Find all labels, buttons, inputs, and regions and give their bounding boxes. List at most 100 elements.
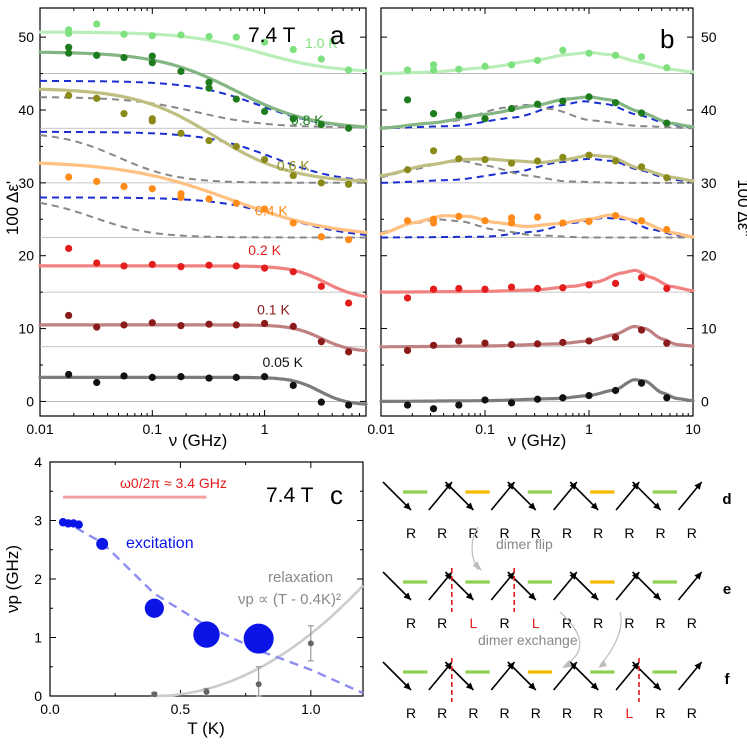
y-tick-label: 40 <box>18 102 34 118</box>
data-point <box>533 213 542 221</box>
excitation-point <box>144 598 164 618</box>
data-point <box>317 120 325 129</box>
curve-label: 0.1 K <box>257 302 290 318</box>
arrow-head <box>403 502 411 510</box>
relaxation-point <box>255 681 262 688</box>
data-point <box>403 217 412 225</box>
data-point <box>289 381 297 389</box>
data-point <box>177 373 185 381</box>
data-point <box>93 259 101 267</box>
transition-arrow-2 <box>559 611 581 666</box>
data-point <box>403 96 412 104</box>
data-point <box>611 157 620 165</box>
curve-label: 0.05 K <box>262 354 303 370</box>
fit-curve-005K <box>38 375 368 406</box>
y-tick-label: 4 <box>34 454 42 470</box>
data-point <box>232 321 240 329</box>
panel-c-plot: 0.0 0.5 1.0 0 1 2 3 4 <box>34 454 364 717</box>
data-point <box>317 55 325 63</box>
panel-c-xlabel: T (K) <box>187 719 224 738</box>
arrow-head <box>403 592 411 600</box>
excitation-point <box>96 537 109 550</box>
site-label-R: R <box>406 615 416 631</box>
site-label-R: R <box>656 615 666 631</box>
site-label-R: R <box>531 705 541 721</box>
data-point <box>289 171 297 180</box>
arrow-head <box>465 682 474 690</box>
y-tick-label: 0 <box>701 393 709 409</box>
data-point <box>611 386 620 395</box>
data-point <box>120 372 128 380</box>
data-point <box>455 111 463 119</box>
site-label-R: R <box>656 705 666 721</box>
excitation-point <box>243 623 274 654</box>
data-point <box>429 341 438 349</box>
dashed-component-curve <box>380 157 694 184</box>
y-tick-label: 10 <box>701 321 717 337</box>
site-label-R: R <box>562 705 572 721</box>
data-point <box>663 64 671 72</box>
panel-c: 0.0 0.5 1.0 0 1 2 3 4 7.4 T c ω0/2π ≈ 3.4 GHz e… <box>3 454 364 738</box>
row-label-e: e <box>723 581 731 598</box>
data-point <box>317 233 325 241</box>
y-tick-label: 0 <box>26 393 34 409</box>
relaxation-formula: νp ∝ (T - 0.4K)² <box>238 591 341 608</box>
data-point <box>93 20 101 28</box>
data-point <box>260 205 269 213</box>
site-label-R: R <box>687 705 697 721</box>
data-point <box>232 373 240 381</box>
data-point <box>663 174 671 182</box>
data-point <box>585 392 593 400</box>
panel-c-field-label: 7.4 T <box>266 484 314 507</box>
data-point <box>205 84 213 92</box>
data-point <box>507 341 516 349</box>
data-point <box>507 283 516 291</box>
x-tick-label: 1 <box>261 421 269 437</box>
data-point <box>533 284 542 293</box>
data-point <box>559 153 567 161</box>
arrow-head <box>590 502 599 510</box>
arrow-head <box>590 592 599 600</box>
data-point <box>585 217 593 226</box>
data-point <box>507 214 516 222</box>
arrow-head <box>528 502 536 510</box>
data-point <box>429 285 438 293</box>
data-point <box>533 56 542 65</box>
arrow-head <box>653 682 661 690</box>
data-point <box>559 97 567 105</box>
data-point <box>177 193 185 202</box>
data-point <box>403 166 412 174</box>
data-point <box>559 394 567 402</box>
site-label-R: R <box>593 705 603 721</box>
arrow-head <box>528 592 536 600</box>
site-label-R: R <box>406 705 416 721</box>
site-label-R: R <box>562 615 572 631</box>
fit-curve-02K <box>38 264 368 299</box>
data-point <box>93 323 101 331</box>
data-point <box>289 115 297 123</box>
data-point <box>120 30 128 38</box>
site-label-R: R <box>468 705 478 721</box>
panel-a-field-label: 7.4 T <box>248 24 296 47</box>
data-point <box>403 401 412 409</box>
relaxation-point <box>307 640 314 647</box>
curve-label: 0.8 K <box>291 112 324 128</box>
site-label-R: R <box>437 705 447 721</box>
data-point <box>205 261 213 269</box>
site-label-R: R <box>624 525 634 541</box>
data-point <box>637 273 646 282</box>
data-point <box>289 45 297 54</box>
data-point <box>260 264 269 272</box>
data-point <box>345 299 353 307</box>
y-tick-label: 30 <box>18 175 34 191</box>
data-point <box>455 212 463 220</box>
data-point <box>481 285 489 293</box>
panel-a-xlabel: ν (GHz) <box>169 431 228 450</box>
x-tick-label: 10 <box>685 421 701 437</box>
y-tick-label: 3 <box>34 513 42 529</box>
transition-label-1: dimer flip <box>496 536 553 552</box>
site-label-R: R <box>624 615 634 631</box>
data-point <box>345 180 353 188</box>
